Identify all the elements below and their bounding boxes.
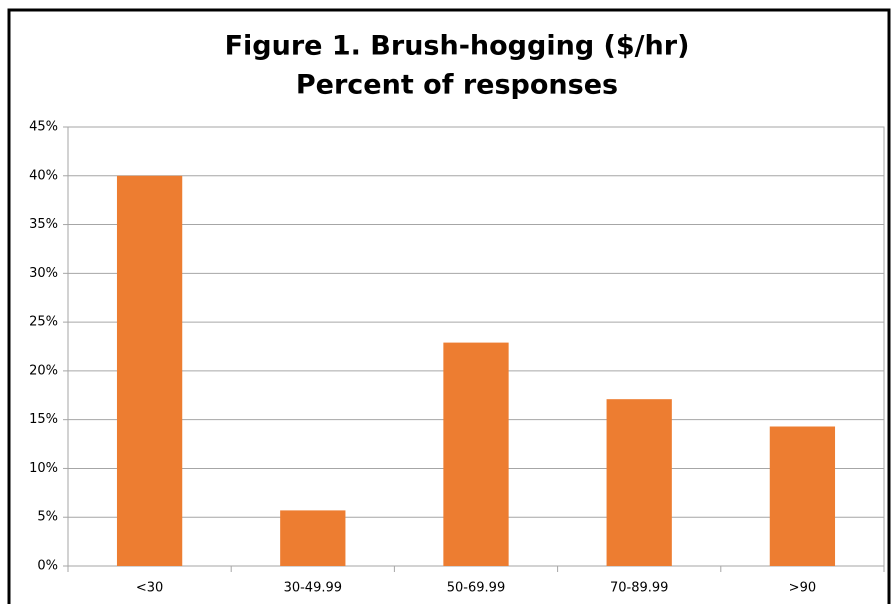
x-tick-label: 50-69.99: [447, 581, 505, 596]
chart-title: Figure 1. Brush-hogging ($/hr): [225, 31, 690, 62]
y-tick-label: 10%: [29, 461, 58, 476]
bar: [280, 510, 346, 566]
x-tick-label: <30: [136, 581, 163, 596]
y-tick-label: 15%: [29, 412, 58, 427]
x-tick-label: 70-89.99: [610, 581, 668, 596]
bar: [443, 342, 509, 566]
bar: [116, 175, 183, 566]
y-tick-label: 30%: [29, 266, 58, 281]
y-tick-label: 45%: [29, 120, 58, 135]
y-tick-label: 25%: [29, 315, 58, 330]
y-tick-label: 20%: [29, 363, 58, 378]
x-tick-label: 30-49.99: [284, 581, 342, 596]
bar: [769, 426, 836, 566]
y-tick-label: 35%: [29, 217, 58, 232]
x-tick-label: >90: [789, 581, 816, 596]
bar: [606, 399, 672, 566]
y-tick-label: 5%: [37, 510, 58, 525]
y-tick-label: 0%: [37, 559, 58, 574]
chart-subtitle: Percent of responses: [296, 70, 618, 101]
y-tick-label: 40%: [29, 168, 58, 183]
